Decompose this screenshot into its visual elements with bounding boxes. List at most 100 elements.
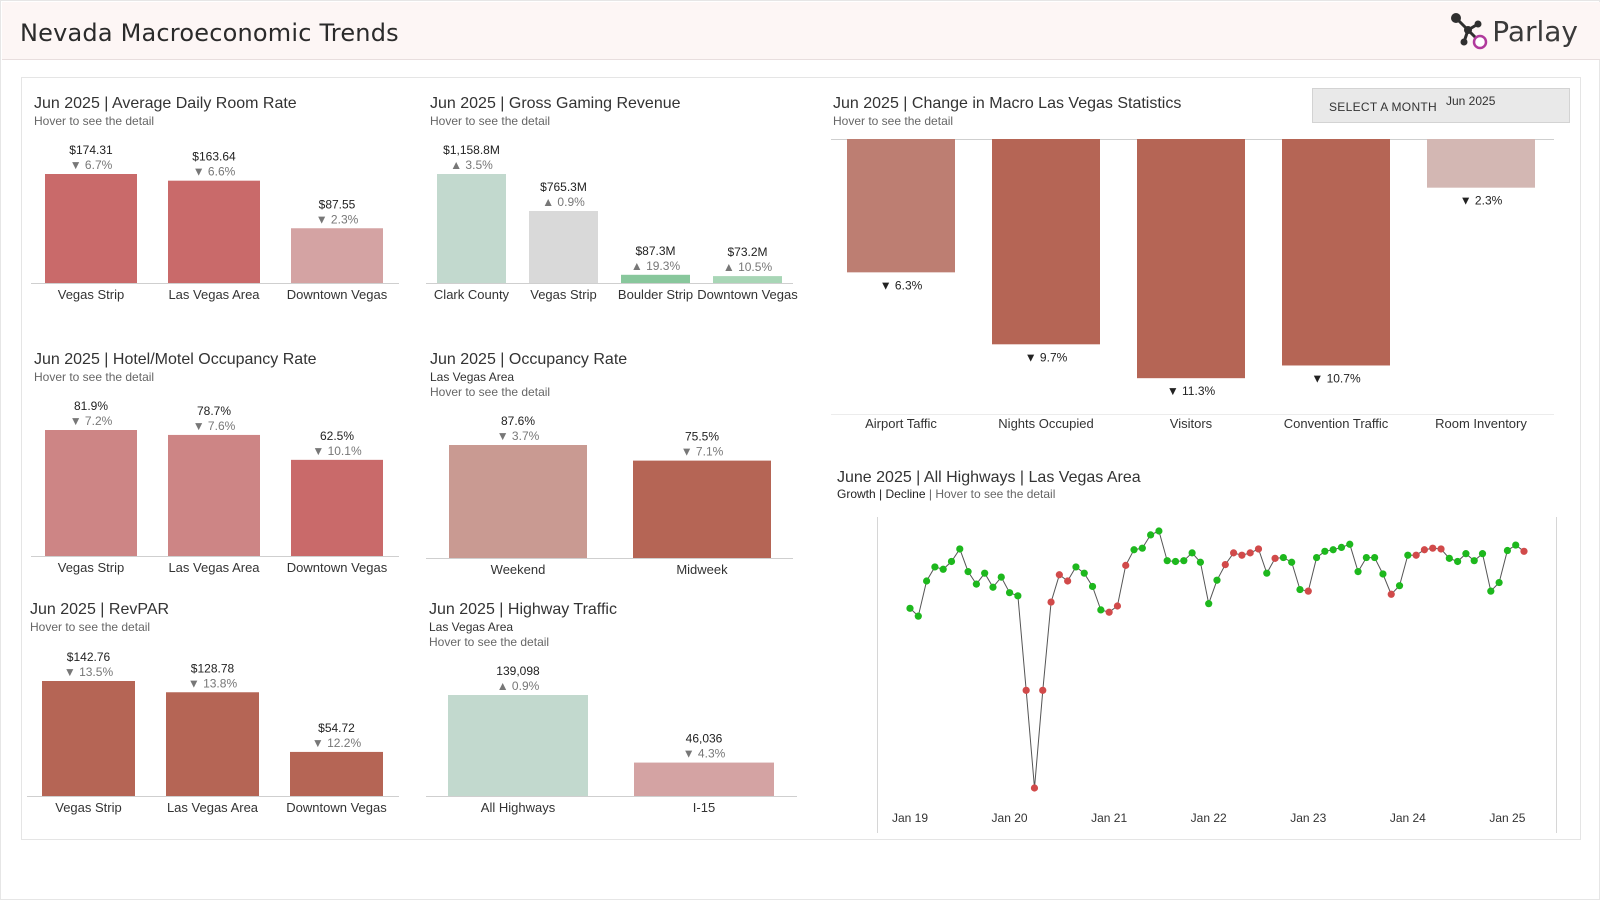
hwy-trend-point[interactable] xyxy=(1055,571,1063,579)
hwy-trend-point[interactable] xyxy=(1520,547,1528,555)
hwy-trend-point[interactable] xyxy=(1346,540,1354,548)
hwy-trend-point[interactable] xyxy=(931,563,939,571)
hwy-trend-point[interactable] xyxy=(1180,557,1188,565)
ggr-bar[interactable] xyxy=(529,211,598,283)
hwy-trend-point[interactable] xyxy=(1147,531,1155,539)
month-select[interactable]: SELECT A MONTH Jun 2025 xyxy=(1312,88,1570,123)
hwy-trend-point[interactable] xyxy=(922,577,931,585)
hwy-trend-point[interactable] xyxy=(1254,545,1263,553)
hwy-trend-point[interactable] xyxy=(1387,590,1395,598)
hwy-trend-point[interactable] xyxy=(1047,598,1055,606)
hwy-trend-point[interactable] xyxy=(1130,546,1138,554)
revpar-bar[interactable] xyxy=(290,751,383,796)
hwy-trend-point[interactable] xyxy=(1221,560,1229,569)
hwy-trend-point[interactable] xyxy=(1171,557,1180,566)
hwy-trend-point[interactable] xyxy=(1155,527,1163,535)
hwy-trend-point[interactable] xyxy=(1022,686,1030,694)
macro-bar[interactable] xyxy=(992,139,1100,345)
ggr-bar[interactable] xyxy=(437,174,506,283)
hwy-trend-point[interactable] xyxy=(1296,585,1304,594)
hwy-trend-point[interactable] xyxy=(1379,570,1387,578)
ggr-bar[interactable] xyxy=(621,274,690,283)
hwy-trend-point[interactable] xyxy=(1213,576,1221,584)
hwy-trend-point[interactable] xyxy=(1122,561,1130,569)
occ-bar[interactable] xyxy=(449,445,587,558)
hwy-trend-point[interactable] xyxy=(1039,686,1047,694)
hwy-trend-point[interactable] xyxy=(1312,553,1321,562)
macro-bar[interactable] xyxy=(1427,139,1535,188)
hwy-trend-point[interactable] xyxy=(1437,545,1445,553)
adr-bar[interactable] xyxy=(45,174,137,283)
hwy-trend-point[interactable] xyxy=(1321,547,1329,555)
hwy-trend-point[interactable] xyxy=(1271,554,1279,562)
hwy-trend-point[interactable] xyxy=(1229,549,1238,557)
macro-bar[interactable] xyxy=(847,139,955,273)
hwy-trend-point[interactable] xyxy=(947,557,956,566)
hwy-trend-point[interactable] xyxy=(1429,544,1437,552)
hwy-trend-point[interactable] xyxy=(1097,606,1105,614)
revpar-bar[interactable] xyxy=(42,681,135,796)
hwy-trend-point[interactable] xyxy=(1105,608,1113,616)
hwy-trend-point[interactable] xyxy=(1138,544,1146,552)
revpar-bar[interactable] xyxy=(166,692,259,796)
hotel_occ-bar[interactable] xyxy=(168,434,260,556)
hwy-trend-point[interactable] xyxy=(1005,589,1014,597)
hwy-trend-point[interactable] xyxy=(1454,557,1462,566)
adr-bar[interactable] xyxy=(168,180,260,283)
hwy-trend-point[interactable] xyxy=(1205,600,1213,608)
ggr-bar[interactable] xyxy=(713,276,782,283)
hwy-trend-point[interactable] xyxy=(1462,550,1470,558)
hwy-trend-point[interactable] xyxy=(1163,557,1171,565)
hwy-trend-point[interactable] xyxy=(1371,553,1379,562)
hwy-trend-point[interactable] xyxy=(1263,569,1271,577)
hwy-trend-point[interactable] xyxy=(906,604,914,612)
hwy-trend-point[interactable] xyxy=(1113,602,1122,610)
hwy-trend-point[interactable] xyxy=(1072,563,1080,571)
highway-bar[interactable] xyxy=(634,762,774,796)
hwy-trend-point[interactable] xyxy=(1487,587,1495,595)
hwy-trend-point[interactable] xyxy=(997,573,1005,581)
hwy-trend-point[interactable] xyxy=(1080,569,1088,577)
hwy-trend-point[interactable] xyxy=(939,565,947,573)
brand-logo[interactable]: Parlay xyxy=(1448,10,1578,52)
hwy-trend-point[interactable] xyxy=(989,583,997,591)
hwy-trend-point[interactable] xyxy=(1404,551,1412,559)
hotel_occ-bar[interactable] xyxy=(45,430,137,556)
hwy-trend-point[interactable] xyxy=(1470,557,1478,565)
hwy-trend-point[interactable] xyxy=(1354,568,1362,576)
hwy-trend-point[interactable] xyxy=(1495,578,1503,587)
hwy-trend-point[interactable] xyxy=(1362,553,1370,562)
hwy-trend-point[interactable] xyxy=(956,545,964,553)
hwy-trend-point[interactable] xyxy=(914,612,922,620)
macro-bar[interactable] xyxy=(1282,139,1390,366)
macro-bar[interactable] xyxy=(1137,139,1245,379)
hwy-trend-point[interactable] xyxy=(964,568,972,576)
adr-bar[interactable] xyxy=(291,228,383,283)
hwy-trend-point[interactable] xyxy=(1395,582,1404,590)
hwy-trend-point[interactable] xyxy=(1288,558,1296,566)
hwy-trend-point[interactable] xyxy=(1279,553,1287,562)
hwy-trend-point[interactable] xyxy=(1064,577,1072,585)
hwy-trend-point[interactable] xyxy=(1420,546,1429,554)
hwy-trend-point[interactable] xyxy=(1512,541,1520,549)
hwy-trend-point[interactable] xyxy=(1503,546,1512,555)
hwy-trend-point[interactable] xyxy=(1014,592,1022,600)
hwy-trend-point[interactable] xyxy=(1304,587,1312,595)
hwy-trend-point[interactable] xyxy=(1196,558,1205,566)
hwy-trend-point[interactable] xyxy=(1478,550,1487,558)
hwy-trend-point[interactable] xyxy=(1445,554,1453,562)
hwy-trend-point[interactable] xyxy=(1188,549,1196,557)
occ-bar[interactable] xyxy=(633,460,771,558)
month-select-value[interactable]: Jun 2025 xyxy=(1446,94,1496,108)
hwy-trend-point[interactable] xyxy=(1088,582,1097,591)
highway-bar[interactable] xyxy=(448,695,588,796)
hwy-trend-point[interactable] xyxy=(1337,543,1346,552)
hwy-trend-point[interactable] xyxy=(1329,546,1337,554)
